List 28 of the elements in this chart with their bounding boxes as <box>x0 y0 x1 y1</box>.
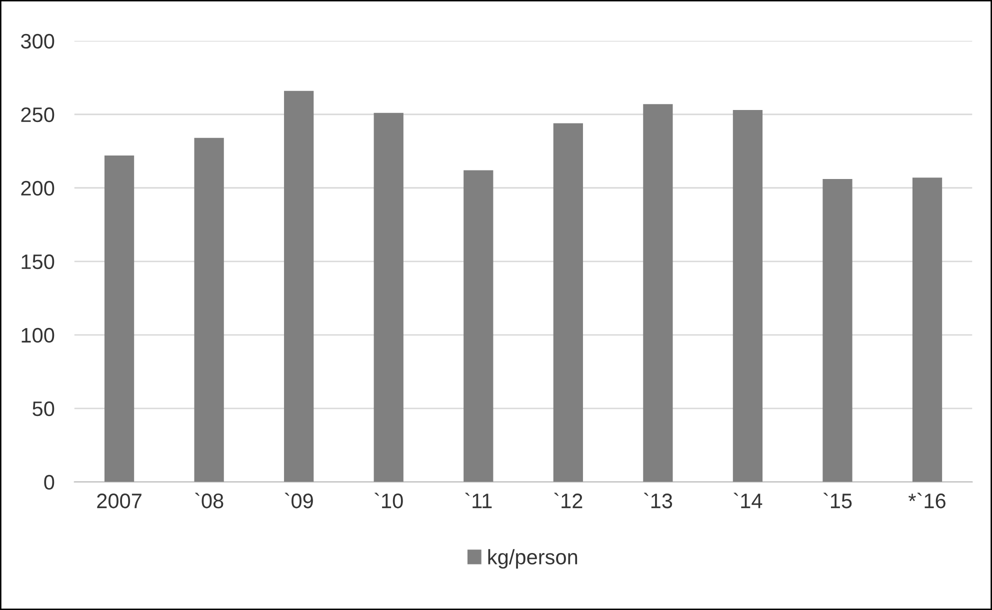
y-tick-label: 200 <box>21 180 54 196</box>
x-tick-label: `13 <box>644 492 672 508</box>
bar <box>732 110 763 482</box>
bar <box>553 123 583 482</box>
y-tick-label: 50 <box>32 401 54 416</box>
x-tick-label: `14 <box>734 492 762 508</box>
y-tick-label: 300 <box>20 34 54 49</box>
y-tick-label: 150 <box>22 254 54 270</box>
bar <box>464 170 494 482</box>
y-tick-label: 100 <box>22 328 54 343</box>
bar <box>643 104 673 482</box>
bar <box>374 112 404 482</box>
bar <box>104 156 134 482</box>
x-tick-label: `15 <box>824 492 852 508</box>
x-tick-label: `09 <box>284 492 313 508</box>
bar <box>912 178 942 482</box>
x-tick-label: `12 <box>554 492 582 508</box>
x-tick-label: *`16 <box>908 492 946 508</box>
x-tick-label: `11 <box>465 492 492 508</box>
bar <box>194 138 224 482</box>
y-tick-label: 250 <box>21 107 54 122</box>
legend-label: kg/person <box>488 549 578 569</box>
x-tick-label: `08 <box>195 492 224 508</box>
x-tick-label: 2007 <box>97 494 142 508</box>
bar <box>822 179 852 482</box>
x-tick-label: `10 <box>374 492 403 508</box>
bar <box>284 90 314 482</box>
y-tick-label: 0 <box>44 474 54 490</box>
